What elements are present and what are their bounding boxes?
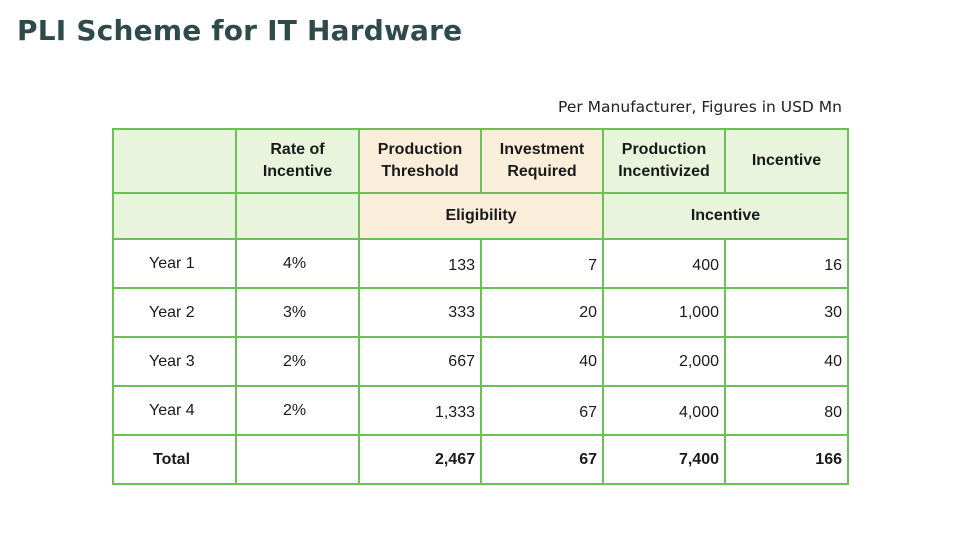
investment-required-cell: 67 (480, 385, 604, 436)
subheader-empty-2 (235, 192, 360, 240)
header-rate-of-incentive: Rate of Incentive (235, 128, 360, 194)
table-row: Year 4 2% 1,333 67 4,000 80 (112, 385, 849, 436)
production-threshold-cell: 333 (358, 287, 482, 338)
rate-cell: 2% (235, 336, 360, 387)
table-row: Year 3 2% 667 40 2,000 40 (112, 336, 849, 387)
production-threshold-cell: 133 (358, 238, 482, 289)
figures-note: Per Manufacturer, Figures in USD Mn (558, 98, 842, 116)
total-incentive-cell: 166 (724, 434, 849, 485)
header-empty (112, 128, 237, 194)
table-row: Year 1 4% 133 7 400 16 (112, 238, 849, 289)
subheader-empty-1 (112, 192, 237, 240)
production-incentivized-cell: 4,000 (602, 385, 726, 436)
pli-table: Rate of Incentive Production Threshold I… (112, 128, 849, 485)
total-investment-required-cell: 67 (480, 434, 604, 485)
incentive-cell: 16 (724, 238, 849, 289)
header-row: Rate of Incentive Production Threshold I… (112, 128, 849, 194)
incentive-cell: 40 (724, 336, 849, 387)
subheader-row: Eligibility Incentive (112, 192, 849, 240)
year-cell: Year 2 (112, 287, 237, 338)
production-threshold-cell: 667 (358, 336, 482, 387)
rate-cell: 3% (235, 287, 360, 338)
year-cell: Year 3 (112, 336, 237, 387)
header-incentive: Incentive (724, 128, 849, 194)
production-incentivized-cell: 400 (602, 238, 726, 289)
subheader-incentive: Incentive (602, 192, 849, 240)
total-row: Total 2,467 67 7,400 166 (112, 434, 849, 485)
total-production-threshold-cell: 2,467 (358, 434, 482, 485)
production-incentivized-cell: 1,000 (602, 287, 726, 338)
incentive-cell: 30 (724, 287, 849, 338)
investment-required-cell: 20 (480, 287, 604, 338)
incentive-cell: 80 (724, 385, 849, 436)
year-cell: Year 1 (112, 238, 237, 289)
investment-required-cell: 7 (480, 238, 604, 289)
table-row: Year 2 3% 333 20 1,000 30 (112, 287, 849, 338)
subheader-eligibility: Eligibility (358, 192, 604, 240)
rate-cell: 2% (235, 385, 360, 436)
header-production-incentivized: Production Incentivized (602, 128, 726, 194)
total-rate-cell (235, 434, 360, 485)
production-threshold-cell: 1,333 (358, 385, 482, 436)
total-production-incentivized-cell: 7,400 (602, 434, 726, 485)
rate-cell: 4% (235, 238, 360, 289)
year-cell: Year 4 (112, 385, 237, 436)
total-label: Total (112, 434, 237, 485)
header-production-threshold: Production Threshold (358, 128, 482, 194)
investment-required-cell: 40 (480, 336, 604, 387)
production-incentivized-cell: 2,000 (602, 336, 726, 387)
page-title: PLI Scheme for IT Hardware (17, 14, 463, 47)
header-investment-required: Investment Required (480, 128, 604, 194)
